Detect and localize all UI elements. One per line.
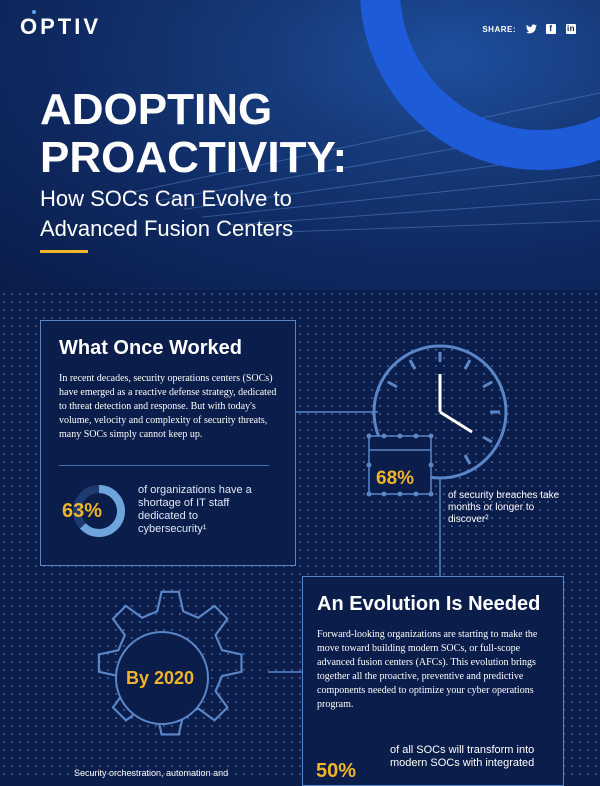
donut-chart-63: [73, 485, 125, 537]
gear-label: By 2020: [126, 668, 195, 688]
section2-body: Forward-looking organizations are starti…: [317, 629, 538, 710]
subtitle-line-2: Advanced Fusion Centers: [40, 216, 294, 241]
stat-50-value: 50%: [316, 760, 357, 782]
donut-fill: [73, 485, 125, 537]
title-line-2: PROACTIVITY:: [40, 133, 348, 182]
section2-heading: An Evolution Is Needed: [317, 593, 541, 615]
stat-68-text: of security breaches take months or long…: [448, 490, 560, 525]
facebook-icon[interactable]: f: [546, 24, 556, 34]
share-bar: SHARE: f in: [482, 24, 576, 34]
page-title: ADOPTING PROACTIVITY:: [40, 86, 347, 182]
section1-heading: What Once Worked: [59, 337, 242, 359]
optiv-logo[interactable]: OPTIV: [20, 14, 102, 39]
divider: [59, 465, 269, 466]
section1-body: In recent decades, security operations c…: [59, 373, 277, 440]
evolution-card: An Evolution Is Needed Forward-looking o…: [302, 576, 564, 786]
subtitle-line-1: How SOCs Can Evolve to: [40, 186, 292, 211]
gear-icon: [97, 590, 243, 736]
page-subtitle: How SOCs Can Evolve to Advanced Fusion C…: [40, 184, 293, 244]
stat-63-value: 63%: [62, 500, 103, 522]
stat-63-text: of organizations have a shortage of IT s…: [138, 484, 252, 535]
stat-68-value: 68%: [376, 468, 415, 489]
linkedin-icon[interactable]: in: [566, 24, 576, 34]
clock-icon: [372, 344, 508, 480]
share-label: SHARE:: [482, 24, 516, 34]
twitter-icon[interactable]: [526, 24, 537, 34]
stat-50-text: of all SOCs will transform into modern S…: [390, 744, 535, 769]
title-underline: [40, 250, 88, 253]
gear-caption: Security orchestration, automation and: [74, 768, 229, 778]
calendar-icon: [366, 433, 434, 497]
logo-dot: [32, 10, 36, 14]
title-line-1: ADOPTING: [40, 85, 273, 134]
hero-banner: OPTIV SHARE: f in ADOPTING PROACTIVITY: …: [0, 0, 600, 290]
